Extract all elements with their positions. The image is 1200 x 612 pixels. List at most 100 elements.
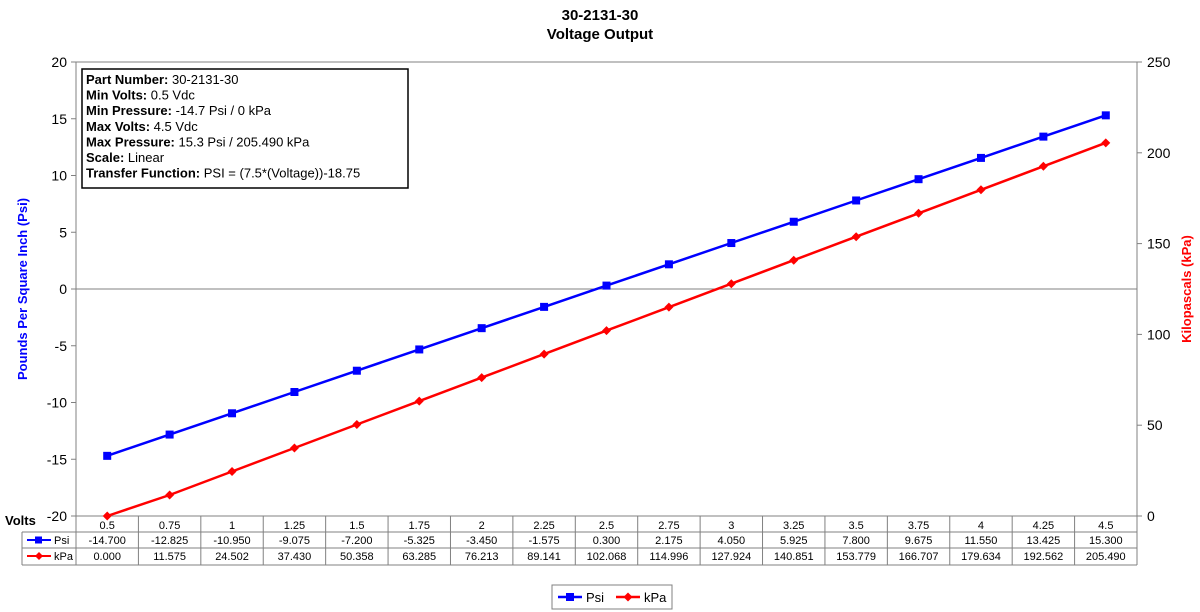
left-axis-tick-label: 5 <box>59 224 67 240</box>
data-point-psi <box>602 281 611 290</box>
data-point-psi <box>290 388 299 397</box>
info-box-row: Max Pressure: 15.3 Psi / 205.490 kPa <box>86 134 310 149</box>
left-axis-tick-label: 15 <box>51 111 67 127</box>
table-cell-psi: -3.450 <box>466 535 497 547</box>
table-cell-kpa: 153.779 <box>836 551 876 563</box>
left-axis-tick-label: 0 <box>59 281 67 297</box>
info-box-value: Linear <box>124 150 164 165</box>
data-point-psi <box>789 217 798 226</box>
legend-label-psi: Psi <box>586 590 604 605</box>
x-tick-label: 3 <box>728 520 734 532</box>
info-box-value: PSI = (7.5*(Voltage))-18.75 <box>200 166 360 181</box>
table-cell-psi: -1.575 <box>528 535 559 547</box>
table-legend-marker <box>35 536 42 544</box>
legend-marker-kpa <box>623 592 633 602</box>
data-point-kpa <box>1101 138 1111 148</box>
data-point-psi <box>1101 111 1110 120</box>
data-point-kpa <box>789 255 799 265</box>
x-tick-label: 1.75 <box>409 520 430 532</box>
table-series-name: Psi <box>54 535 69 547</box>
data-point-kpa <box>352 420 362 430</box>
x-tick-label: 3.5 <box>848 520 863 532</box>
info-box-label: Scale: <box>86 150 124 165</box>
data-point-psi <box>727 239 736 248</box>
x-tick-label: 2.25 <box>533 520 554 532</box>
x-tick-label: 4.5 <box>1098 520 1113 532</box>
table-cell-kpa: 24.502 <box>215 551 249 563</box>
table-cell-kpa: 76.213 <box>465 551 499 563</box>
table-cell-psi: 0.300 <box>593 535 621 547</box>
info-box-row: Scale: Linear <box>86 150 165 165</box>
left-axis-tick-label: -20 <box>47 508 67 524</box>
x-axis-title: Volts <box>5 513 36 528</box>
data-point-psi <box>165 430 174 439</box>
info-box-row: Max Volts: 4.5 Vdc <box>86 119 198 134</box>
left-axis-tick-label: 20 <box>51 54 67 70</box>
data-point-psi <box>914 175 923 184</box>
left-axis-tick-label: -15 <box>47 451 67 467</box>
data-point-psi <box>103 451 112 460</box>
data-point-kpa <box>477 373 487 383</box>
data-point-psi <box>1039 132 1048 141</box>
table-cell-psi: -12.825 <box>151 535 188 547</box>
info-box-label: Part Number: <box>86 72 168 87</box>
data-point-psi <box>852 196 861 205</box>
table-cell-kpa: 11.575 <box>153 551 186 563</box>
table-cell-psi: 5.925 <box>780 535 808 547</box>
table-cell-kpa: 205.490 <box>1086 551 1126 563</box>
right-axis-tick-label: 250 <box>1147 54 1171 70</box>
right-axis-tick-label: 200 <box>1147 145 1171 161</box>
left-axis-tick-label: 10 <box>51 168 67 184</box>
table-cell-psi: 15.300 <box>1089 535 1123 547</box>
right-axis-tick-label: 150 <box>1147 236 1171 252</box>
table-cell-psi: 11.550 <box>965 535 998 547</box>
table-cell-kpa: 179.634 <box>961 551 1001 563</box>
data-point-kpa <box>851 232 861 242</box>
table-cell-psi: -7.200 <box>341 535 372 547</box>
data-point-psi <box>477 324 486 333</box>
info-box-label: Max Pressure: <box>86 134 175 149</box>
info-box-value: 30-2131-30 <box>168 72 238 87</box>
chart-subtitle: Voltage Output <box>547 26 653 43</box>
table-cell-psi: -10.950 <box>213 535 250 547</box>
x-tick-label: 3.25 <box>783 520 804 532</box>
table-cell-kpa: 50.358 <box>340 551 374 563</box>
table-cell-kpa: 102.068 <box>587 551 627 563</box>
info-box-row: Transfer Function: PSI = (7.5*(Voltage))… <box>86 166 360 181</box>
info-box-row: Min Pressure: -14.7 Psi / 0 kPa <box>86 103 272 118</box>
data-point-kpa <box>976 185 986 195</box>
legend-label-kpa: kPa <box>644 590 667 605</box>
table-legend-marker <box>35 552 43 560</box>
right-axis-title: Kilopascals (kPa) <box>1179 235 1194 343</box>
info-box-row: Min Volts: 0.5 Vdc <box>86 88 195 103</box>
data-point-kpa <box>664 302 674 312</box>
data-point-psi <box>664 260 673 269</box>
x-tick-label: 2 <box>479 520 485 532</box>
table-cell-psi: 4.050 <box>718 535 746 547</box>
table-cell-kpa: 63.285 <box>402 551 436 563</box>
x-tick-label: 3.75 <box>908 520 929 532</box>
data-point-kpa <box>914 208 924 218</box>
table-cell-psi: -14.700 <box>89 535 126 547</box>
data-point-kpa <box>165 490 175 500</box>
info-box-label: Min Pressure: <box>86 103 172 118</box>
data-point-psi <box>540 302 549 311</box>
left-axis-tick-label: -5 <box>55 338 68 354</box>
table-cell-psi: 9.675 <box>905 535 933 547</box>
x-tick-label: 1 <box>229 520 235 532</box>
data-point-kpa <box>1038 161 1048 171</box>
x-tick-label: 4 <box>978 520 984 532</box>
table-cell-kpa: 166.707 <box>899 551 939 563</box>
info-box-value: 0.5 Vdc <box>147 88 195 103</box>
info-box-label: Min Volts: <box>86 88 147 103</box>
right-axis-tick-label: 0 <box>1147 508 1155 524</box>
table-cell-psi: 2.175 <box>655 535 683 547</box>
right-axis-tick-label: 100 <box>1147 326 1171 342</box>
table-cell-psi: 7.800 <box>842 535 870 547</box>
info-box <box>81 68 409 189</box>
table-cell-kpa: 127.924 <box>711 551 751 563</box>
data-point-kpa <box>602 326 611 336</box>
table-cell-kpa: 192.562 <box>1023 551 1063 563</box>
chart-title: 30-2131-30 <box>562 7 639 24</box>
